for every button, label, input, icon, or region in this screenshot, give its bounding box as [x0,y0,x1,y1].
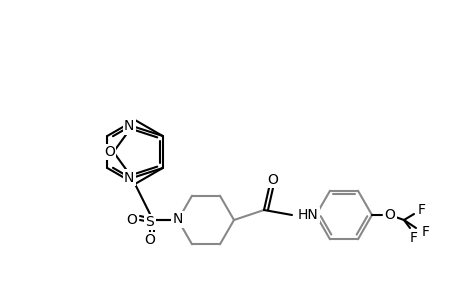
Text: N: N [124,171,134,185]
Text: N: N [173,212,183,226]
Text: N: N [124,119,134,133]
Text: O: O [126,213,137,227]
Text: F: F [421,225,429,239]
Text: O: O [267,173,278,187]
Text: F: F [417,203,425,217]
Text: O: O [384,208,395,222]
Text: N: N [173,213,183,227]
Text: S: S [146,215,154,229]
Text: HN: HN [297,208,318,222]
Text: O: O [104,145,115,159]
Text: O: O [144,233,155,247]
Text: F: F [409,231,417,245]
